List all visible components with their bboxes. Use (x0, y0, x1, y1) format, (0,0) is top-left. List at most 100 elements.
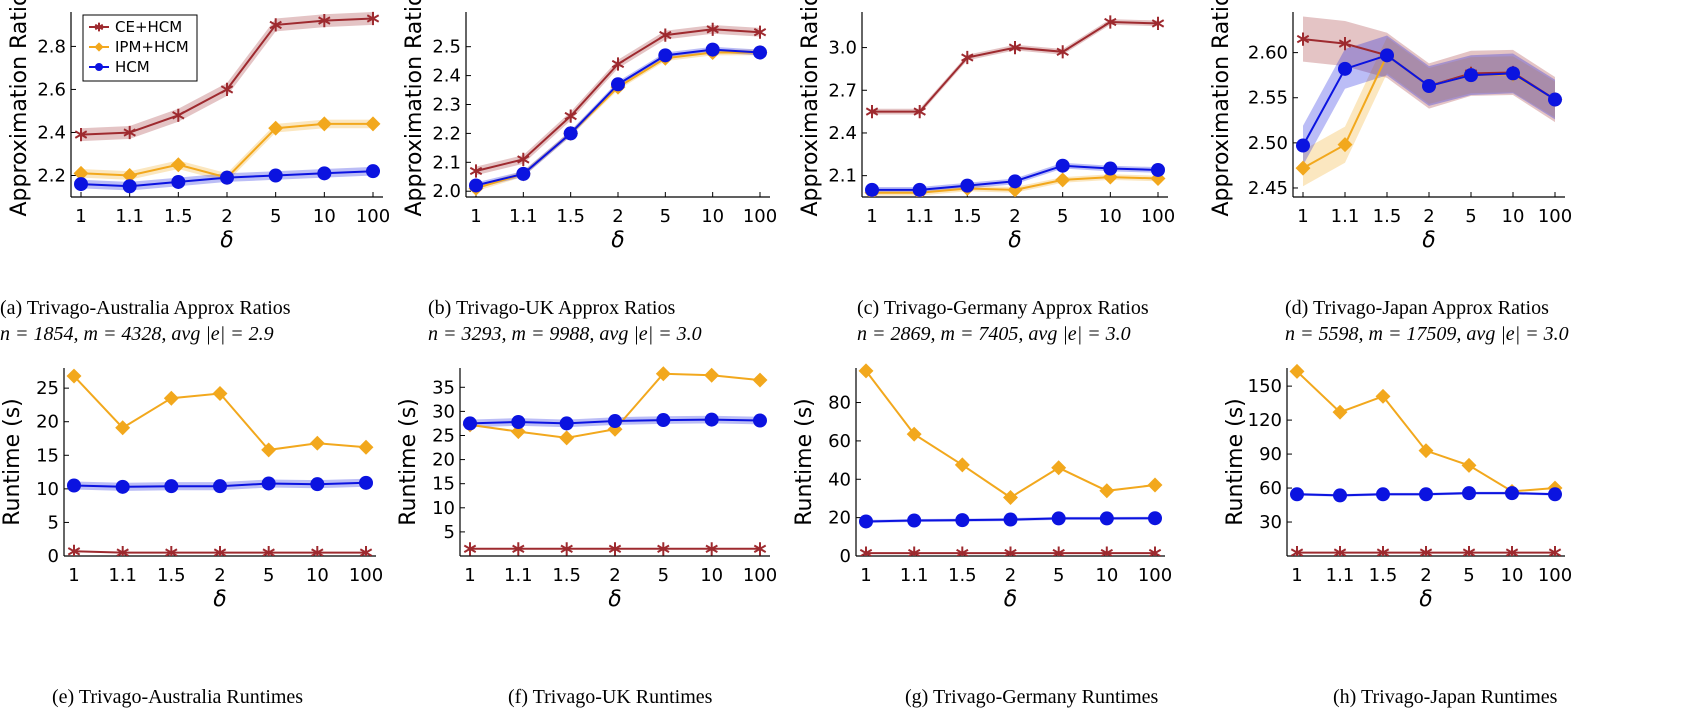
point-hcm (859, 514, 873, 529)
point-ce-hcm (560, 542, 573, 556)
x-tick-label: 5 (1053, 565, 1064, 586)
x-tick-label: 5 (1463, 565, 1474, 586)
point-ipm-hcm (906, 426, 922, 442)
x-tick-label: 1.1 (115, 206, 144, 227)
y-tick-label: 60 (1259, 478, 1282, 499)
point-ipm-hcm (1051, 460, 1067, 476)
legend-marker-ce-hcm (94, 22, 104, 32)
caption-d: (d) Trivago-Japan Approx Ratios n = 5598… (1285, 297, 1569, 345)
x-tick-label: 10 (1502, 206, 1525, 227)
point-hcm (753, 45, 767, 60)
y-tick-label: 20 (828, 508, 851, 529)
x-tick-label: 100 (743, 565, 777, 586)
point-hcm (1003, 512, 1018, 527)
y-tick-label: 5 (48, 512, 59, 533)
x-tick-label: 1.1 (1331, 206, 1360, 227)
point-hcm (1148, 511, 1162, 526)
y-tick-label: 2.1 (432, 152, 461, 173)
legend-label-ce-hcm: CE+HCM (115, 18, 182, 36)
x-tick-label: 2 (612, 206, 623, 227)
point-ipm-hcm (1150, 171, 1166, 186)
band-ce-hcm (872, 19, 1158, 115)
point-hcm (220, 170, 234, 185)
plot-area (1295, 16, 1563, 187)
x-axis-label: δ (220, 228, 233, 253)
y-tick-label: 2.2 (37, 165, 66, 186)
point-ce-hcm (956, 546, 969, 556)
point-hcm (1506, 66, 1520, 81)
y-tick-label: 15 (432, 474, 455, 495)
point-ipm-hcm (365, 116, 381, 132)
y-tick-label: 30 (432, 401, 455, 422)
y-tick-label: 2.0 (432, 181, 461, 202)
x-tick-label: 5 (658, 565, 669, 586)
point-ce-hcm (753, 542, 767, 556)
point-ipm-hcm (122, 168, 138, 183)
point-hcm (753, 413, 767, 428)
x-tick-label: 1 (1297, 206, 1308, 227)
x-tick-label: 100 (356, 206, 390, 227)
point-hcm (310, 477, 325, 492)
x-tick-label: 100 (1538, 565, 1572, 586)
point-ipm-hcm (261, 442, 277, 458)
y-tick-label: 2.4 (432, 66, 461, 87)
x-tick-label: 1.1 (504, 565, 533, 586)
x-tick-label: 1 (75, 206, 86, 227)
point-hcm (611, 77, 625, 92)
y-tick-label: 15 (36, 445, 59, 466)
point-hcm (317, 166, 332, 181)
point-ce-hcm (469, 164, 483, 178)
x-tick-label: 10 (1501, 565, 1524, 586)
point-ce-hcm (213, 546, 227, 556)
x-tick-label: 100 (1138, 565, 1172, 586)
point-hcm (1548, 92, 1562, 107)
x-tick-label: 1 (1291, 565, 1302, 586)
caption-b: (b) Trivago-UK Approx Ratios n = 3293, m… (428, 297, 702, 345)
point-ce-hcm (1338, 37, 1352, 51)
line-ipm-hcm (1296, 370, 1556, 493)
y-tick-label: 10 (36, 479, 59, 500)
point-ce-hcm (705, 542, 718, 556)
point-ce-hcm (318, 14, 331, 28)
point-ce-hcm (269, 18, 282, 32)
y-axis-label: Approximation Ratio (7, 0, 32, 217)
point-ipm-hcm (309, 435, 325, 451)
x-tick-label: 5 (1057, 206, 1068, 227)
point-ce-hcm (512, 542, 525, 556)
point-ce-hcm (859, 546, 873, 556)
chart-panel-7: 0 20 40 60 80 1 1.1 1.5 2 5 10 100 δ Runtime (s) (792, 363, 1172, 612)
line-ipm-hcm (475, 51, 760, 190)
y-tick-label: 150 (1248, 376, 1282, 397)
x-tick-label: 2 (221, 206, 232, 227)
x-tick-label: 2 (1009, 206, 1020, 227)
x-tick-label: 5 (270, 206, 281, 227)
y-tick-label: 2.4 (37, 122, 66, 143)
x-tick-label: 2 (1005, 565, 1016, 586)
point-ipm-hcm (73, 165, 89, 181)
x-tick-label: 1.5 (953, 206, 982, 227)
x-tick-label: 100 (1538, 206, 1572, 227)
y-tick-label: 10 (432, 498, 455, 519)
y-tick-label: 60 (828, 431, 851, 452)
x-tick-label: 5 (263, 565, 274, 586)
point-ce-hcm (220, 82, 234, 96)
chart-panel-8: 30 60 90 120 150 1 1.1 1.5 2 5 10 100 δ Runtime (s) (1223, 363, 1572, 612)
point-hcm (1099, 511, 1114, 526)
legend-label-ipm-hcm: IPM+HCM (115, 38, 189, 56)
point-ce-hcm (961, 50, 974, 65)
point-ce-hcm (172, 108, 185, 122)
point-hcm (164, 479, 179, 494)
band-ce-hcm (1303, 16, 1555, 123)
x-axis-label: δ (1004, 587, 1017, 612)
x-tick-label: 10 (1095, 565, 1118, 586)
caption-h: (h) Trivago-Japan Runtimes (1333, 686, 1558, 708)
point-ce-hcm (1148, 546, 1162, 556)
point-hcm (1103, 161, 1118, 176)
point-ipm-hcm (1055, 172, 1071, 188)
point-ce-hcm (1505, 546, 1519, 556)
point-ce-hcm (564, 109, 577, 123)
y-tick-label: 35 (432, 377, 455, 398)
plot-area (864, 15, 1166, 197)
y-tick-label: 25 (36, 378, 59, 399)
point-ipm-hcm (316, 116, 332, 132)
